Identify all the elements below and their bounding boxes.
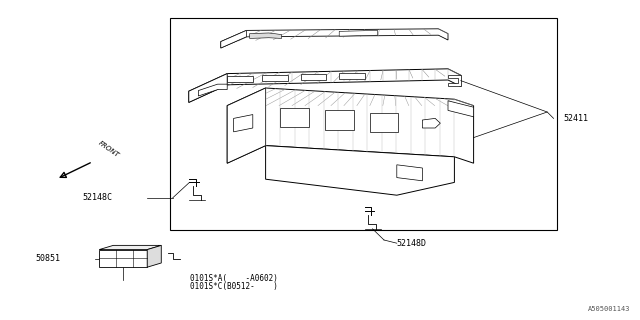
Text: A505001143: A505001143: [588, 306, 630, 312]
Text: 0101S*C(B0512-    ): 0101S*C(B0512- ): [189, 282, 278, 291]
Text: 50851: 50851: [36, 254, 61, 263]
Polygon shape: [370, 113, 398, 132]
Text: 52148C: 52148C: [82, 193, 112, 202]
Polygon shape: [227, 76, 253, 82]
Polygon shape: [448, 75, 461, 86]
Polygon shape: [325, 110, 354, 130]
Polygon shape: [266, 146, 454, 195]
Polygon shape: [339, 73, 365, 79]
Polygon shape: [301, 74, 326, 80]
Polygon shape: [448, 101, 474, 117]
Text: 52148D: 52148D: [397, 239, 427, 248]
Polygon shape: [198, 84, 227, 96]
Polygon shape: [227, 88, 474, 163]
Polygon shape: [189, 69, 461, 102]
Polygon shape: [397, 165, 422, 181]
Bar: [170, 18, 557, 230]
Polygon shape: [221, 30, 246, 48]
Polygon shape: [189, 74, 227, 102]
Text: 52411: 52411: [563, 114, 588, 123]
Polygon shape: [280, 108, 309, 127]
Polygon shape: [221, 29, 448, 48]
Polygon shape: [250, 33, 282, 38]
Polygon shape: [339, 30, 378, 36]
Polygon shape: [99, 245, 161, 250]
Polygon shape: [227, 88, 266, 163]
Polygon shape: [234, 115, 253, 132]
Polygon shape: [262, 75, 288, 81]
Polygon shape: [147, 245, 161, 267]
Polygon shape: [99, 250, 147, 267]
Text: 0101S*A(    -A0602): 0101S*A( -A0602): [189, 274, 278, 283]
Text: FRONT: FRONT: [97, 140, 120, 159]
Polygon shape: [422, 118, 440, 128]
